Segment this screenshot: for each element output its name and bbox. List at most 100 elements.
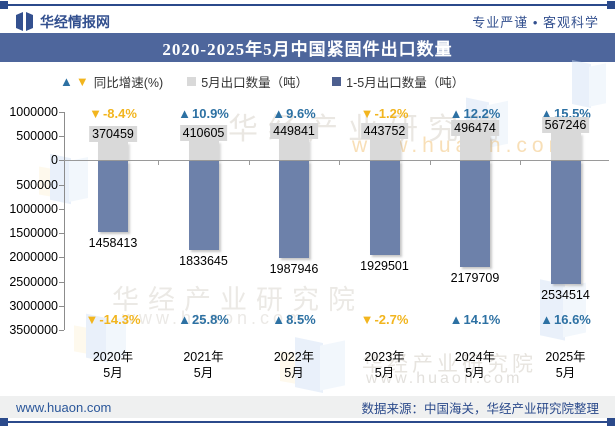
y-axis-tick-label: 1000000 [9,105,58,119]
legend-item-may: 5月出口数量（吨） [187,72,308,91]
bar-may-value: 567246 [541,116,590,133]
up-triangle-icon: ▲ [178,106,191,121]
baseline-tick-mark [520,161,522,166]
y-axis-tick-mark [59,281,64,283]
y-axis-tick-mark [59,305,64,307]
category-year: 2022年 [273,350,315,364]
bottom-right-cap [607,418,615,426]
x-axis-category-label: 2022年 5月 [254,349,334,381]
growth-value: 14.1% [463,312,501,327]
growth-value: -14.3% [99,312,141,327]
y-axis-tick-label: 1000000 [9,201,58,216]
x-axis-category-label: 2020年 5月 [73,349,153,381]
bar-may-value: 410605 [179,124,228,141]
y-axis-tick-label: 500000 [16,177,58,192]
bottom-left-cap [0,418,8,426]
growth-label: ▲9.6% [246,106,342,121]
gray-square-icon [187,76,197,86]
header: 华经情报网 专业严谨 • 客观科学 [0,10,615,33]
y-axis-tick-mark [59,160,64,162]
growth-label: ▼-2.7% [337,312,433,327]
bar-may [550,132,581,161]
brand-name: 华经情报网 [40,13,110,30]
bar-may-value: 496474 [451,120,499,137]
category-year: 2024年 [454,350,496,364]
y-axis-tick-label: 1500000 [9,226,58,241]
top-rule [4,4,611,6]
top-right-cap [607,1,615,9]
growth-value: 8.5% [286,312,316,327]
category-year: 2023年 [364,350,405,364]
y-axis-tick-label: 2000000 [9,250,58,265]
x-axis-category-label: 2023年 5月 [345,349,425,381]
y-axis-tick-mark [59,330,64,331]
bar-may [369,138,400,161]
bar-cumulative-value: 1929501 [360,258,409,273]
bar-cumulative [369,161,400,255]
y-axis-line [64,112,65,330]
growth-label: ▼-14.3% [65,312,161,327]
bar-cumulative [98,161,128,233]
x-axis-category-label: 2025年 5月 [526,349,606,381]
baseline-tick-mark [158,161,160,166]
legend-label: 5月出口数量（吨） [201,75,309,90]
up-triangle-icon: ▲ [60,73,73,89]
growth-value: 12.2% [463,106,501,121]
logo-watermark [572,60,606,108]
bar-cumulative-value: 2179709 [450,271,500,286]
y-axis-tick-label: 500000 [16,129,58,144]
up-triangle-icon: ▲ [272,312,286,327]
bottom-rule [4,421,611,423]
up-triangle-icon: ▲ [449,106,463,121]
title-band: 2020-2025年5月中国紧固件出口数量 [0,33,615,62]
growth-value: -8.4% [102,106,137,121]
up-triangle-icon: ▲ [540,312,553,327]
bar-cumulative [279,161,309,258]
category-month: 5月 [555,366,576,380]
category-year: 2025年 [545,350,586,364]
huajing-logo-icon [16,12,33,31]
zero-baseline [64,160,609,162]
x-axis-category-label: 2024年 5月 [435,349,515,381]
y-axis-tick-mark [59,257,64,259]
baseline-tick-mark [248,161,250,166]
y-axis-tick-mark [59,208,64,210]
legend-label: 同比增速(%) [93,75,164,90]
bar-may-value: 370459 [89,126,137,143]
growth-label: ▼-1.2% [337,106,433,121]
growth-label: ▲10.9% [156,106,252,121]
growth-label: ▲12.2% [427,106,523,121]
y-axis-tick-label: 0 [51,153,58,168]
down-triangle-icon: ▼ [85,312,99,327]
y-axis-tick-mark [59,136,64,138]
baseline-tick-mark [339,161,341,166]
growth-value: 16.6% [554,312,591,327]
down-triangle-icon: ▼ [75,73,89,89]
growth-value: 10.9% [192,106,229,121]
y-axis-tick-mark [59,112,64,113]
category-month: 5月 [284,366,304,380]
up-triangle-icon: ▲ [178,312,191,327]
legend-label: 1-5月出口数量（吨） [346,75,465,90]
category-month: 5月 [193,366,214,380]
bar-may [188,140,219,161]
up-triangle-icon: ▲ [272,106,286,121]
bar-cumulative [460,161,490,268]
growth-value: 9.6% [286,106,316,121]
legend-item-growth: ▲ ▼ 同比增速(%) [60,72,163,91]
category-year: 2021年 [183,350,224,364]
down-triangle-icon: ▼ [89,106,102,121]
bar-may-value: 443752 [360,122,409,139]
bar-may-value: 449841 [270,122,318,139]
growth-label: ▲16.6% [518,312,614,327]
bar-cumulative-value: 1458413 [88,236,138,251]
data-source-note: 数据来源：中国海关，华经产业研究院整理 [361,401,599,416]
chart-title: 2020-2025年5月中国紧固件出口数量 [162,40,453,59]
growth-label: ▼-8.4% [65,106,161,121]
category-year: 2020年 [92,350,134,364]
y-axis-tick-mark [59,184,64,186]
site-url: www.huaon.com [16,399,112,415]
up-triangle-icon: ▲ [449,312,463,327]
growth-label: ▲25.8% [156,312,252,327]
